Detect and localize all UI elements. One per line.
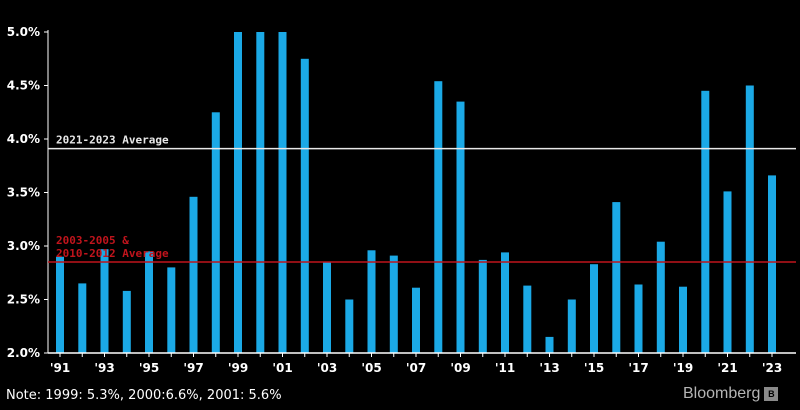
x-tick-label: '19: [673, 361, 693, 375]
bar-24: [590, 264, 598, 353]
bar-17: [434, 81, 443, 353]
reference-line-label: 2003-2005 &: [56, 234, 129, 247]
reference-lines-group: 2021-2023 Average 2003-2005 &2010-2012 Av…: [48, 134, 796, 263]
y-tick-label: 3.0%: [7, 239, 40, 253]
bar-4: [145, 251, 153, 353]
bar-13: [345, 299, 354, 353]
bar-18: [456, 101, 465, 353]
bar-12: [323, 262, 331, 353]
y-tick-label: 2.5%: [7, 293, 40, 307]
bar-9: [256, 32, 265, 353]
bar-15: [389, 255, 398, 353]
bar-7: [211, 112, 220, 354]
bar-0: [56, 256, 64, 353]
bar-30: [723, 191, 732, 353]
y-tick-label: 4.5%: [7, 79, 40, 93]
bar-27: [656, 241, 665, 353]
bar-3: [122, 290, 131, 353]
y-tick-label: 3.5%: [7, 186, 40, 200]
bloomberg-brand: Bloomberg B: [683, 385, 779, 403]
bar-31: [745, 85, 754, 353]
bar-21: [523, 285, 532, 353]
x-tick-label: '03: [317, 361, 337, 375]
y-tick-label: 2.0%: [7, 346, 40, 360]
reference-line-label: 2010-2012 Average: [56, 247, 169, 260]
reference-line-label: 2021-2023 Average: [56, 134, 169, 147]
x-tick-label: '17: [628, 361, 648, 375]
bar-2: [100, 249, 109, 353]
x-tick-label: '91: [50, 361, 70, 375]
x-tick-label: '09: [450, 361, 470, 375]
x-tick-label: '15: [584, 361, 604, 375]
x-tick-label: '97: [183, 361, 203, 375]
footnote: Note: 1999: 5.3%, 2000:6.6%, 2001: 5.6%: [6, 388, 282, 403]
y-tick-label: 4.0%: [7, 132, 40, 146]
bar-14: [367, 250, 376, 353]
bar-6: [189, 196, 198, 353]
x-tick-label: '23: [762, 361, 782, 375]
bloomberg-logo-icon: B: [764, 387, 779, 401]
bar-28: [679, 286, 687, 353]
bar-26: [634, 284, 643, 353]
bar-32: [768, 175, 776, 353]
bars-group: [56, 32, 776, 354]
bar-10: [278, 32, 287, 353]
brand-name: Bloomberg: [683, 385, 761, 402]
y-tick-label: 5.0%: [7, 25, 40, 39]
bar-23: [567, 299, 576, 353]
bar-16: [412, 287, 420, 353]
x-tick-label: '11: [495, 361, 515, 375]
axis-group: 2.0% 2.5% 3.0% 3.5% 4.0% 4.5% 5.0% '91 '93 '95 '97…: [7, 25, 796, 375]
bar-11: [300, 58, 309, 354]
bar-22: [545, 336, 554, 353]
bar-1: [78, 283, 87, 353]
bar-8: [234, 32, 242, 353]
x-tick-label: '21: [717, 361, 737, 375]
bar-29: [701, 90, 710, 354]
x-tick-label: '07: [406, 361, 426, 375]
bar-20: [501, 252, 509, 353]
x-tick-label: '13: [539, 361, 559, 375]
x-tick-label: '01: [272, 361, 292, 375]
x-tick-label: '99: [228, 361, 248, 375]
x-tick-label: '05: [361, 361, 381, 375]
bar-chart: 2.0% 2.5% 3.0% 3.5% 4.0% 4.5% 5.0% '91 '93 '95 '97…: [7, 25, 796, 375]
x-tick-label: '95: [139, 361, 159, 375]
bar-25: [612, 202, 621, 353]
bar-19: [478, 259, 487, 353]
bar-5: [167, 267, 176, 353]
x-tick-label: '93: [94, 361, 114, 375]
